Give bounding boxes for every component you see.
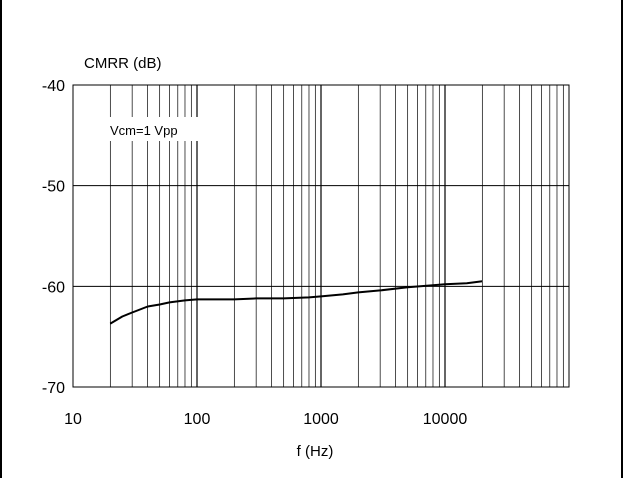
x-axis-label: f (Hz)	[297, 443, 334, 460]
annotation-label: Vcm=1 Vpp	[110, 123, 178, 138]
annotation-background	[106, 117, 200, 141]
x-tick-labels: 10 100 1000 10000	[64, 411, 467, 428]
y-tick-label: -40	[42, 78, 65, 95]
y-axis-label: CMRR (dB)	[84, 55, 162, 72]
x-tick-label: 100	[184, 411, 211, 428]
plot-border	[72, 84, 570, 388]
y-tick-label: -70	[42, 380, 65, 397]
x-tick-label: 10	[64, 411, 82, 428]
series-line	[109, 280, 483, 325]
series-group	[109, 280, 483, 325]
y-tick-label: -50	[42, 179, 65, 196]
y-tick-labels: -40 -50 -60 -70	[42, 78, 65, 397]
y-tick-label: -60	[42, 279, 65, 296]
x-tick-label: 1000	[303, 411, 339, 428]
x-tick-label: 10000	[423, 411, 468, 428]
